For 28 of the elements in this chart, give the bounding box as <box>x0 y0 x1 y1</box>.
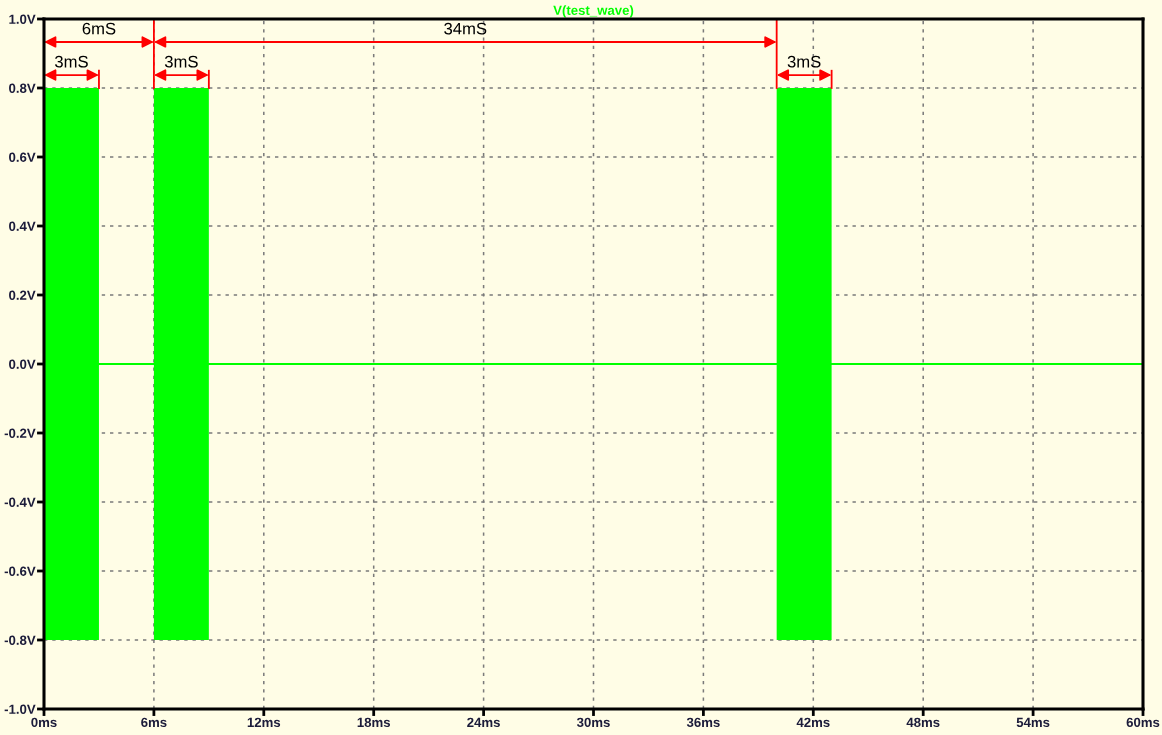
x-tick-label: 24ms <box>467 717 500 728</box>
x-tick-label: 12ms <box>247 717 281 728</box>
x-tick-label: 0ms <box>31 717 57 728</box>
annotation: 34mS <box>444 22 487 35</box>
annotation: 6mS <box>82 22 116 35</box>
annotation: 3mS <box>164 55 198 68</box>
x-tick-label: 60ms <box>1126 717 1160 728</box>
y-tick-label: -1.0V <box>4 704 36 714</box>
y-tick-label: 0.6V <box>9 152 36 162</box>
y-tick-label: -0.2V <box>4 428 36 438</box>
y-tick-label: 0.8V <box>9 83 36 93</box>
y-tick-label: -0.4V <box>4 497 36 507</box>
y-tick-label: -0.6V <box>4 566 36 576</box>
x-tick-label: 18ms <box>357 717 391 728</box>
x-tick-label: 6ms <box>141 717 167 728</box>
x-tick-label: 36ms <box>686 717 720 728</box>
annotation: 3mS <box>787 55 821 68</box>
x-tick-label: 42ms <box>796 717 830 728</box>
y-tick-label: -0.8V <box>4 635 36 645</box>
y-tick-label: 1.0V <box>9 14 36 24</box>
y-tick-label: 0.0V <box>9 359 36 369</box>
y-tick-label: 0.4V <box>9 221 36 231</box>
x-tick-label: 48ms <box>906 717 940 728</box>
chart-title: V(test_wave) <box>553 5 634 18</box>
x-tick-label: 54ms <box>1016 717 1050 728</box>
y-tick-label: 0.2V <box>9 290 36 300</box>
x-tick-label: 30ms <box>576 717 610 728</box>
annotation: 3mS <box>54 55 88 68</box>
